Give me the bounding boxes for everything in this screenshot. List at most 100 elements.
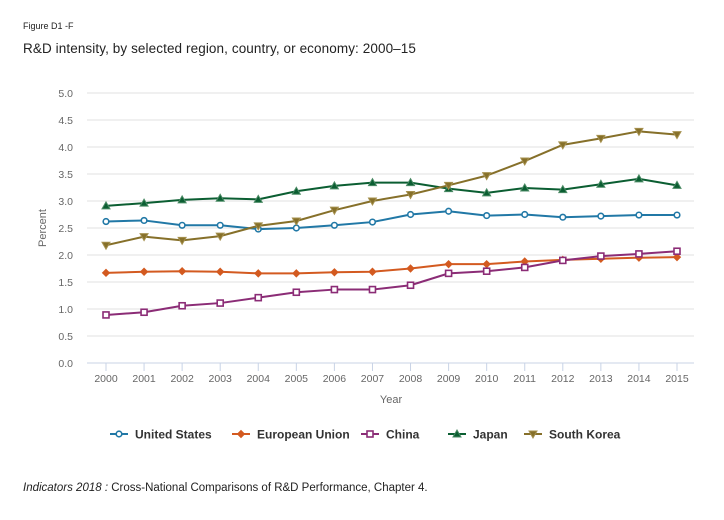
legend: United States European Union China Japan Sou… — [110, 428, 621, 442]
data-point — [672, 252, 682, 262]
legend-label: United States — [135, 428, 212, 442]
data-point — [330, 221, 339, 229]
legend-marker — [236, 429, 246, 439]
source-note: Indicators 2018 : Cross-National Compari… — [23, 482, 428, 494]
figure-label: Figure D1 -F — [23, 21, 74, 31]
data-point — [329, 206, 340, 216]
x-tick-label: 2015 — [665, 373, 689, 385]
data-point — [101, 268, 111, 278]
y-tick-label: 3.5 — [58, 169, 73, 181]
data-point — [482, 259, 491, 269]
data-point — [368, 285, 377, 294]
y-tick-label: 4.0 — [58, 142, 73, 154]
y-tick-label: 1.5 — [58, 277, 73, 289]
series-group — [101, 127, 682, 319]
data-point — [635, 250, 643, 258]
data-point — [483, 211, 491, 220]
data-point — [291, 217, 302, 226]
data-point — [140, 216, 148, 225]
source-text: Cross-National Comparisons of R&D Perfor… — [108, 482, 428, 494]
data-point — [140, 308, 148, 317]
data-point — [102, 311, 110, 319]
data-point — [481, 172, 492, 181]
series-line — [105, 177, 678, 207]
data-point — [216, 299, 224, 307]
x-tick-label: 2001 — [132, 373, 156, 385]
data-point — [139, 267, 149, 276]
data-point — [405, 177, 416, 187]
data-point — [519, 183, 530, 192]
data-point — [102, 217, 110, 226]
x-tick-label: 2014 — [627, 373, 651, 385]
x-tick-label: 2004 — [247, 373, 271, 385]
data-point — [291, 186, 302, 195]
data-point — [139, 198, 149, 207]
data-point — [596, 134, 606, 144]
legend-marker — [452, 428, 462, 438]
y-tick-label: 0.5 — [58, 331, 73, 343]
data-point — [178, 221, 186, 229]
data-point — [405, 191, 416, 200]
data-point — [292, 224, 300, 232]
y-tick-label: 0.0 — [58, 358, 73, 370]
series-united-states — [102, 207, 681, 233]
y-axis-ticks: 0.0 0.5 1.0 1.5 2.0 2.5 3.0 3.5 4.0 4.5 5.0 — [58, 88, 73, 370]
data-point — [520, 263, 529, 272]
legend-marker — [115, 430, 123, 438]
data-point — [519, 157, 530, 167]
x-tick-label: 2007 — [361, 373, 385, 385]
data-point — [634, 173, 644, 183]
data-point — [215, 232, 226, 242]
data-point — [597, 212, 605, 220]
y-tick-label: 1.0 — [58, 304, 73, 316]
data-point — [673, 247, 681, 256]
x-tick-label: 2012 — [551, 373, 575, 385]
x-axis-title: Year — [380, 394, 403, 406]
data-point — [368, 267, 377, 276]
data-point — [254, 269, 263, 278]
data-point — [253, 222, 264, 231]
data-point — [292, 269, 301, 278]
series-line — [105, 210, 677, 231]
data-point — [367, 197, 378, 207]
legend-label: Japan — [473, 428, 508, 442]
series-line — [105, 250, 678, 316]
data-point — [672, 131, 682, 140]
x-tick-label: 2008 — [399, 373, 423, 385]
data-point — [634, 127, 644, 137]
gridlines — [87, 92, 694, 337]
x-tick-label: 2005 — [285, 373, 309, 385]
data-point — [443, 181, 454, 191]
data-point — [521, 210, 529, 219]
series-line — [105, 256, 678, 275]
x-tick-label: 2002 — [170, 373, 194, 385]
data-point — [557, 184, 568, 194]
data-point — [367, 177, 378, 187]
data-point — [101, 200, 111, 210]
series-south-korea — [101, 127, 682, 251]
data-point — [330, 285, 339, 294]
data-point — [635, 211, 643, 219]
x-tick-label: 2003 — [209, 373, 233, 385]
legend-marker — [366, 430, 374, 438]
data-point — [406, 264, 415, 273]
x-tick-label: 2011 — [513, 373, 536, 385]
series-china — [102, 247, 681, 319]
source-publication: Indicators 2018 : — [23, 482, 109, 494]
legend-item-european-union: European Union — [232, 428, 350, 442]
y-tick-label: 3.0 — [58, 196, 73, 208]
data-point — [596, 179, 606, 188]
y-axis-title: Percent — [37, 209, 49, 247]
data-point — [672, 180, 682, 189]
data-point — [444, 269, 453, 278]
data-point — [329, 180, 340, 190]
data-point — [406, 210, 415, 219]
data-point — [445, 207, 453, 215]
x-tick-label: 2010 — [475, 373, 499, 385]
data-point — [101, 241, 111, 251]
legend-label: South Korea — [549, 428, 621, 442]
legend-item-japan: Japan — [448, 428, 508, 442]
data-point — [368, 218, 377, 226]
data-point — [558, 256, 567, 265]
